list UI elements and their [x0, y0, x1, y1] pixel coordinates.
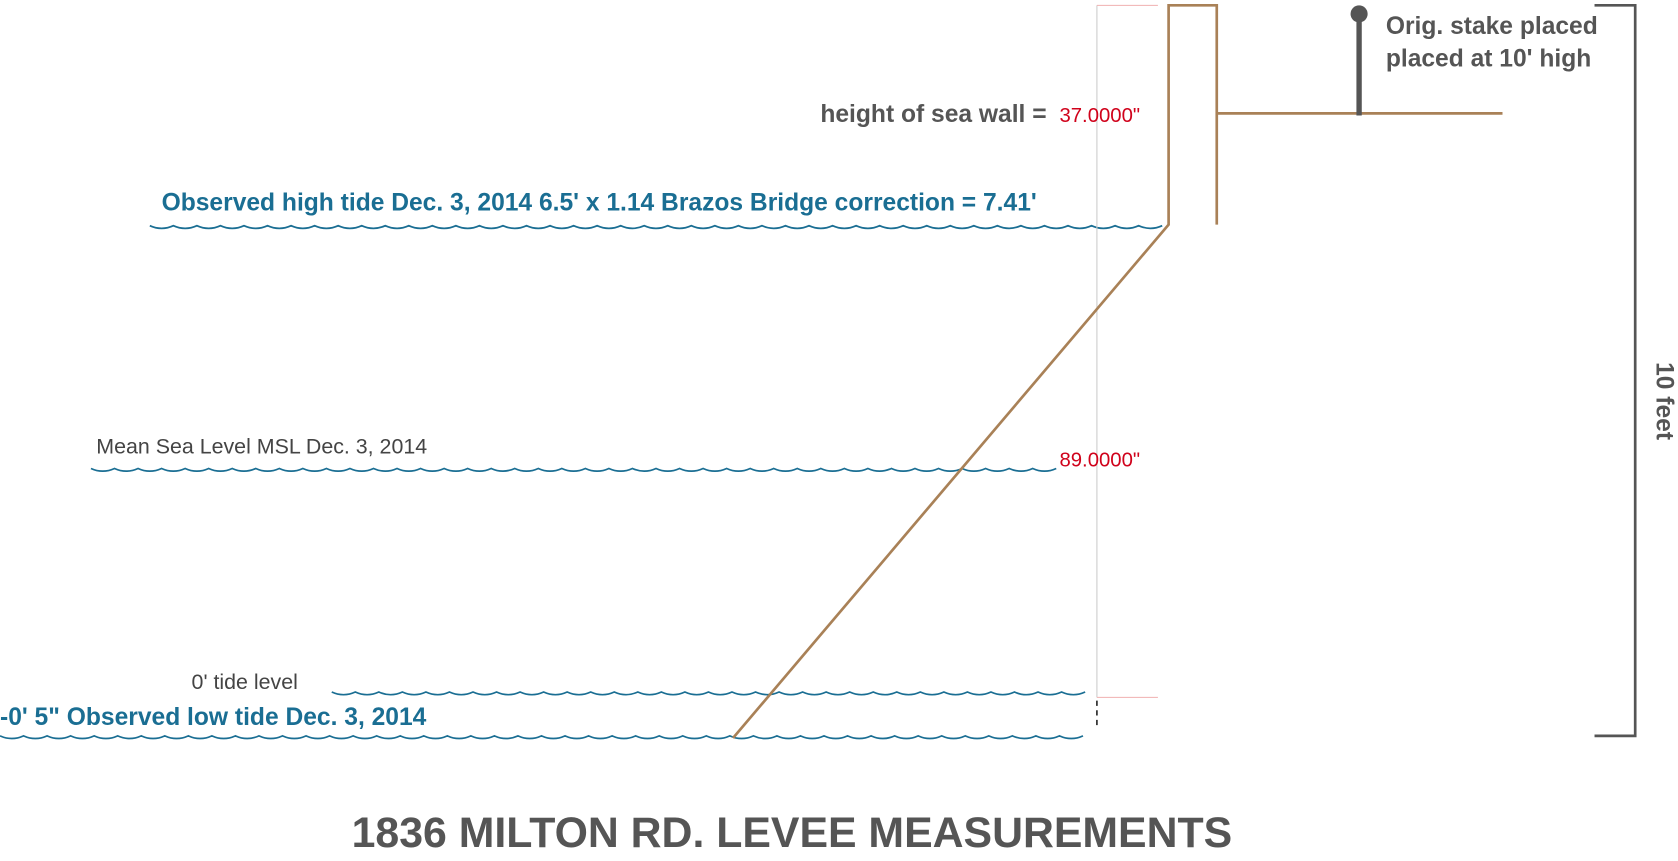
wave-line [0, 734, 1084, 740]
wave-line [149, 224, 1163, 230]
sea-wall-label: height of sea wall = [820, 101, 1046, 128]
stake-note: placed at 10' high [1386, 45, 1591, 72]
wave-line [90, 467, 1057, 472]
measurement: 37.0000" [1059, 105, 1140, 127]
measurement: 89.0000" [1059, 449, 1140, 471]
stake-note: Orig. stake placed [1386, 13, 1598, 40]
high-tide-label: Observed high tide Dec. 3, 2014 6.5' x 1… [162, 190, 1037, 217]
wave-line [331, 691, 1086, 696]
msl-label: Mean Sea Level MSL Dec. 3, 2014 [96, 435, 427, 459]
wave-lines [0, 224, 1163, 740]
low-tide-label: -0' 5" Observed low tide Dec. 3, 2014 [0, 704, 427, 731]
scale-label: 10 feet [1651, 362, 1678, 440]
zero-tide-label: 0' tide level [192, 670, 298, 694]
diagram-title: 1836 MILTON RD. LEVEE MEASUREMENTS [352, 809, 1233, 857]
scale-bracket [1594, 4, 1637, 738]
stake-head [1350, 5, 1368, 23]
